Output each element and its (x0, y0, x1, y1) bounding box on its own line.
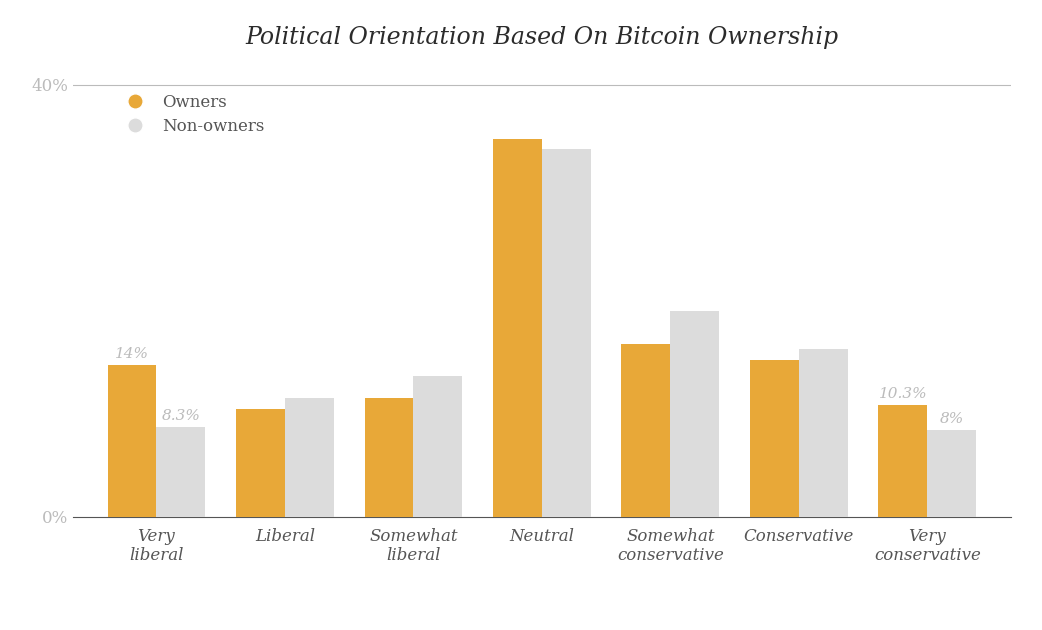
Text: 8.3%: 8.3% (162, 409, 200, 423)
Bar (750, 360, 799, 517)
Bar (927, 430, 976, 517)
Bar (414, 376, 463, 517)
Bar (670, 311, 719, 517)
Bar (365, 398, 414, 517)
Text: 10.3%: 10.3% (878, 387, 927, 401)
Bar (156, 427, 205, 517)
Text: 8%: 8% (940, 412, 964, 426)
Title: Political Orientation Based On Bitcoin Ownership: Political Orientation Based On Bitcoin O… (245, 26, 839, 49)
Bar (237, 409, 284, 517)
Bar (878, 405, 927, 517)
Bar (542, 149, 591, 517)
Bar (799, 349, 847, 517)
Text: 14%: 14% (115, 347, 149, 361)
Bar (107, 365, 156, 517)
Bar (493, 139, 542, 517)
Legend: Owners, Non-owners: Owners, Non-owners (119, 94, 265, 135)
Bar (621, 344, 670, 517)
Bar (284, 398, 333, 517)
